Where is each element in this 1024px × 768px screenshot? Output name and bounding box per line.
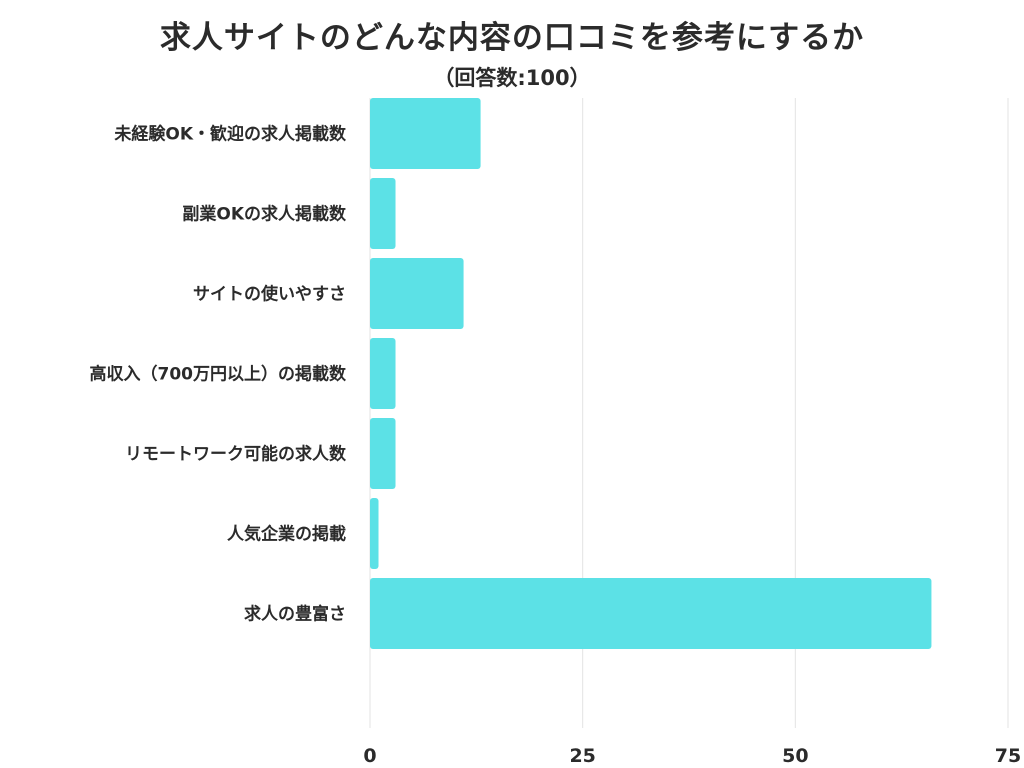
chart-subtitle: （回答数:100） <box>433 66 591 90</box>
bar <box>370 178 396 249</box>
chart-title: 求人サイトのどんな内容の口コミを参考にするか <box>159 20 865 56</box>
category-label: 求人の豊富さ <box>244 604 346 625</box>
x-tick-labels: 0 25 50 75 <box>363 745 1021 767</box>
category-label: 未経験OK・歓迎の求人掲載数 <box>113 124 347 145</box>
bar <box>370 498 379 569</box>
category-label: リモートワーク可能の求人数 <box>125 444 347 465</box>
category-label: 高収入（700万円以上）の掲載数 <box>90 364 347 385</box>
bars <box>370 98 932 649</box>
x-tick-label: 50 <box>782 745 808 767</box>
category-labels: 未経験OK・歓迎の求人掲載数副業OKの求人掲載数サイトの使いやすさ高収入（700… <box>90 124 347 625</box>
x-tick-label: 75 <box>995 745 1021 767</box>
bar <box>370 98 481 169</box>
bar <box>370 338 396 409</box>
category-label: 副業OKの求人掲載数 <box>182 204 347 225</box>
x-tick-label: 0 <box>363 745 376 767</box>
bar <box>370 258 464 329</box>
bar <box>370 418 396 489</box>
bar <box>370 578 932 649</box>
x-tick-label: 25 <box>569 745 595 767</box>
category-label: 人気企業の掲載 <box>227 524 346 545</box>
category-label: サイトの使いやすさ <box>193 284 346 305</box>
